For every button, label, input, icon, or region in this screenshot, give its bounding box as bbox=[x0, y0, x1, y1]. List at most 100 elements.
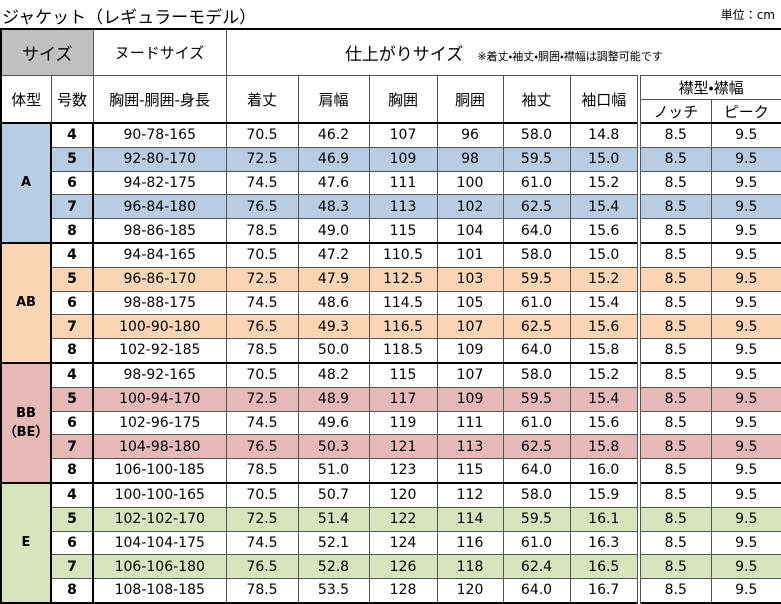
cell: 47.9 bbox=[297, 266, 370, 292]
cell: 8.5 bbox=[637, 218, 712, 244]
table-row: 7 96-84-180 76.5 48.3 113 102 62.5 15.4 8.5 9.5 bbox=[1, 194, 781, 220]
cell: 116.5 bbox=[368, 314, 438, 340]
size-no: 5 bbox=[50, 146, 94, 172]
header-collar-type: ノッチ bbox=[637, 99, 712, 124]
cell: 15.4 bbox=[569, 194, 640, 220]
cell: 9.5 bbox=[710, 314, 781, 340]
cell: 64.0 bbox=[502, 577, 571, 604]
size-no: 4 bbox=[50, 481, 94, 508]
cell: 9.5 bbox=[710, 457, 781, 484]
cell: 16.1 bbox=[569, 506, 640, 532]
cell: 62.5 bbox=[502, 314, 571, 340]
cell: 106-106-180 bbox=[92, 554, 227, 579]
cell: 62.5 bbox=[502, 434, 571, 459]
cell: 49.3 bbox=[297, 314, 370, 340]
table-row: 8 106-100-185 78.5 51.0 123 115 64.0 16.0 8.5 9.5 bbox=[1, 457, 781, 484]
table-row: E 4 100-100-165 70.5 50.7 120 112 58.0 15.9 8.5 9.… bbox=[0, 481, 781, 604]
cell: 48.9 bbox=[297, 386, 370, 412]
size-no: 8 bbox=[50, 218, 94, 244]
cell: 70.5 bbox=[225, 481, 299, 508]
header-note: ※着丈・袖丈・胴囲・襟幅は調整可能です bbox=[477, 50, 663, 63]
cell: 15.8 bbox=[569, 434, 640, 459]
cell: 100-90-180 bbox=[92, 314, 227, 340]
table-row: 7 104-98-180 76.5 50.3 121 113 62.5 15.8 8.5 9.5 bbox=[1, 434, 781, 459]
cell: 9.5 bbox=[710, 434, 781, 459]
header-column: 袖口幅 bbox=[569, 75, 640, 124]
header-collar: 襟型・襟幅 bbox=[636, 75, 781, 100]
size-table: サイズ ヌードサイズ 仕上がりサイズ ※着丈・袖丈・胴囲・襟幅は調整可能です 体型… bbox=[0, 28, 781, 604]
cell: 72.5 bbox=[225, 146, 299, 172]
cell: 9.5 bbox=[710, 506, 781, 532]
cell: 15.2 bbox=[569, 361, 640, 388]
cell: 118 bbox=[436, 554, 504, 579]
cell: 72.5 bbox=[225, 386, 299, 412]
cell: 78.5 bbox=[225, 218, 299, 244]
cell: 9.5 bbox=[710, 361, 781, 388]
cell: 9.5 bbox=[710, 290, 781, 316]
header-size: サイズ bbox=[0, 28, 94, 76]
cell: 8.5 bbox=[637, 554, 712, 579]
size-no: 8 bbox=[50, 457, 94, 484]
cell: 51.4 bbox=[297, 506, 370, 532]
cell: 9.5 bbox=[710, 410, 781, 436]
cell: 15.6 bbox=[569, 218, 640, 244]
cell: 58.0 bbox=[502, 121, 571, 148]
cell: 16.5 bbox=[569, 554, 640, 579]
cell: 103 bbox=[436, 266, 504, 292]
cell: 15.6 bbox=[569, 314, 640, 340]
cell: 16.0 bbox=[569, 457, 640, 484]
cell: 102-92-185 bbox=[92, 338, 227, 364]
cell: 8.5 bbox=[637, 338, 712, 364]
table-row: BB （BE） 4 98-92-165 70.5 48.2 115 107 58.0 15.2 8… bbox=[0, 361, 781, 484]
cell: 115 bbox=[368, 361, 438, 388]
cell: 96-86-170 bbox=[92, 266, 227, 292]
cell: 9.5 bbox=[710, 481, 781, 508]
cell: 74.5 bbox=[225, 290, 299, 316]
table-row: 8 102-92-185 78.5 50.0 118.5 109 64.0 15.8 8.5 9.… bbox=[1, 338, 781, 364]
cell: 8.5 bbox=[637, 434, 712, 459]
cell: 53.5 bbox=[297, 577, 370, 604]
cell: 9.5 bbox=[710, 386, 781, 412]
cell: 111 bbox=[436, 410, 504, 436]
cell: 64.0 bbox=[502, 457, 571, 484]
cell: 8.5 bbox=[637, 481, 712, 508]
size-no: 6 bbox=[50, 410, 94, 436]
cell: 102 bbox=[436, 194, 504, 220]
size-no: 4 bbox=[50, 361, 94, 388]
cell: 8.5 bbox=[637, 266, 712, 292]
unit: 単位：cm bbox=[720, 8, 775, 22]
cell: 76.5 bbox=[225, 434, 299, 459]
cell: 98-86-185 bbox=[92, 218, 227, 244]
cell: 8.5 bbox=[637, 457, 712, 484]
cell: 9.5 bbox=[710, 146, 781, 172]
cell: 98-92-165 bbox=[92, 361, 227, 388]
cell: 76.5 bbox=[225, 554, 299, 579]
header-column: 袖丈 bbox=[502, 75, 571, 124]
size-no: 6 bbox=[50, 530, 94, 556]
size-no: 5 bbox=[50, 266, 94, 292]
cell: 16.7 bbox=[569, 577, 640, 604]
cell: 50.7 bbox=[297, 481, 370, 508]
cell: 9.5 bbox=[710, 218, 781, 244]
cell: 104-98-180 bbox=[92, 434, 227, 459]
cell: 110.5 bbox=[368, 241, 438, 268]
size-no: 5 bbox=[50, 386, 94, 412]
cell: 115 bbox=[368, 218, 438, 244]
cell: 115 bbox=[436, 457, 504, 484]
header-column: 胸囲 bbox=[368, 75, 438, 124]
cell: 114 bbox=[436, 506, 504, 532]
cell: 8.5 bbox=[637, 530, 712, 556]
size-no: 7 bbox=[50, 554, 94, 579]
cell: 107 bbox=[368, 121, 438, 148]
cell: 62.5 bbox=[502, 194, 571, 220]
cell: 74.5 bbox=[225, 410, 299, 436]
cell: 49.0 bbox=[297, 218, 370, 244]
cell: 8.5 bbox=[637, 314, 712, 340]
cell: 121 bbox=[368, 434, 438, 459]
cell: 107 bbox=[436, 361, 504, 388]
cell: 49.6 bbox=[297, 410, 370, 436]
cell: 123 bbox=[368, 457, 438, 484]
cell: 94-84-165 bbox=[92, 241, 227, 268]
cell: 9.5 bbox=[710, 170, 781, 196]
cell: 107 bbox=[436, 314, 504, 340]
